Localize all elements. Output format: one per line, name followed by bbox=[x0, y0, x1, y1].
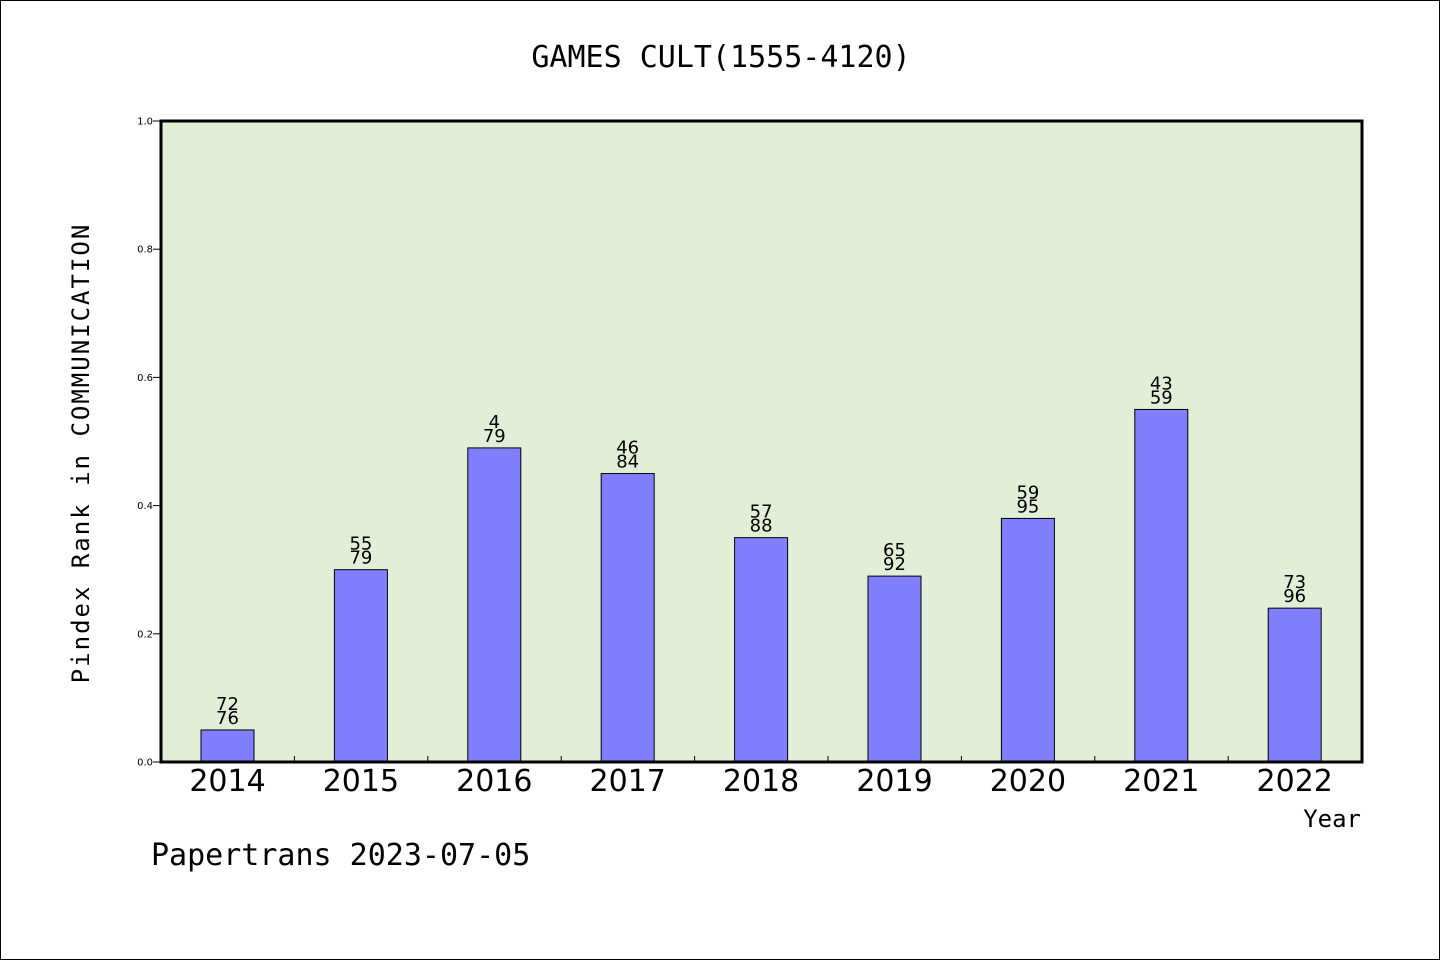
bar-label-bottom: 79 bbox=[483, 426, 506, 447]
bar-label-bottom: 84 bbox=[616, 452, 639, 473]
x-tick-label: 2017 bbox=[590, 764, 666, 799]
bars-layer bbox=[200, 408, 1322, 763]
bar-label-top: 57 bbox=[750, 502, 773, 523]
bar bbox=[600, 473, 655, 763]
bar-label-bottom: 76 bbox=[216, 708, 239, 729]
y-tick-label: 0.8 bbox=[137, 245, 153, 256]
x-tick-label: 2015 bbox=[323, 764, 399, 799]
x-tick-label: 2020 bbox=[990, 764, 1066, 799]
y-tick-label: 0.0 bbox=[137, 758, 153, 769]
bar-label-top: 72 bbox=[216, 694, 239, 715]
bar-label-bottom: 59 bbox=[1150, 387, 1173, 408]
bar bbox=[333, 569, 388, 763]
x-tick-label: 2022 bbox=[1257, 764, 1333, 799]
bar-label-top: 65 bbox=[883, 540, 906, 561]
bar-label-bottom: 96 bbox=[1283, 586, 1306, 607]
x-tick-label: 2021 bbox=[1123, 764, 1199, 799]
bar-label-bottom: 95 bbox=[1016, 496, 1039, 517]
x-tick-label: 2019 bbox=[856, 764, 932, 799]
plot-frame bbox=[159, 119, 1364, 764]
bar bbox=[1000, 517, 1055, 763]
y-axis-label: Pindex Rank in COMMUNICATION bbox=[67, 223, 95, 684]
bar-label-top: 73 bbox=[1283, 572, 1306, 593]
x-tick-label: 2014 bbox=[189, 764, 265, 799]
footer-credit: Papertrans 2023-07-05 bbox=[151, 838, 530, 873]
y-tick-label: 0.2 bbox=[137, 629, 153, 640]
ticks-layer: 0.0 0.2 0.4 0.6 0.8 1.0 2014 2015 2016 2017 2018 20… bbox=[137, 117, 1333, 800]
bar bbox=[1267, 607, 1322, 763]
bar bbox=[734, 537, 789, 763]
bar-label-top: 55 bbox=[349, 534, 372, 555]
bar-label-bottom: 79 bbox=[349, 548, 372, 569]
bar-label-bottom: 92 bbox=[883, 554, 906, 575]
bar-label-top: 4 bbox=[489, 412, 500, 433]
bar bbox=[200, 729, 255, 763]
y-tick-label: 1.0 bbox=[137, 117, 153, 128]
y-tick-label: 0.6 bbox=[137, 373, 153, 384]
bar-label-top: 43 bbox=[1150, 373, 1173, 394]
bar-label-bottom: 88 bbox=[750, 516, 773, 537]
x-tick-label: 2018 bbox=[723, 764, 799, 799]
bar bbox=[867, 575, 922, 763]
bar-label-top: 59 bbox=[1016, 482, 1039, 503]
bar-label-top: 46 bbox=[616, 438, 639, 459]
bar bbox=[1134, 408, 1189, 763]
bar bbox=[467, 447, 522, 763]
chart-title: GAMES CULT(1555-4120) bbox=[531, 40, 910, 75]
x-axis-label: Year bbox=[1303, 805, 1361, 833]
y-tick-label: 0.4 bbox=[137, 501, 153, 512]
x-tick-label: 2016 bbox=[456, 764, 532, 799]
